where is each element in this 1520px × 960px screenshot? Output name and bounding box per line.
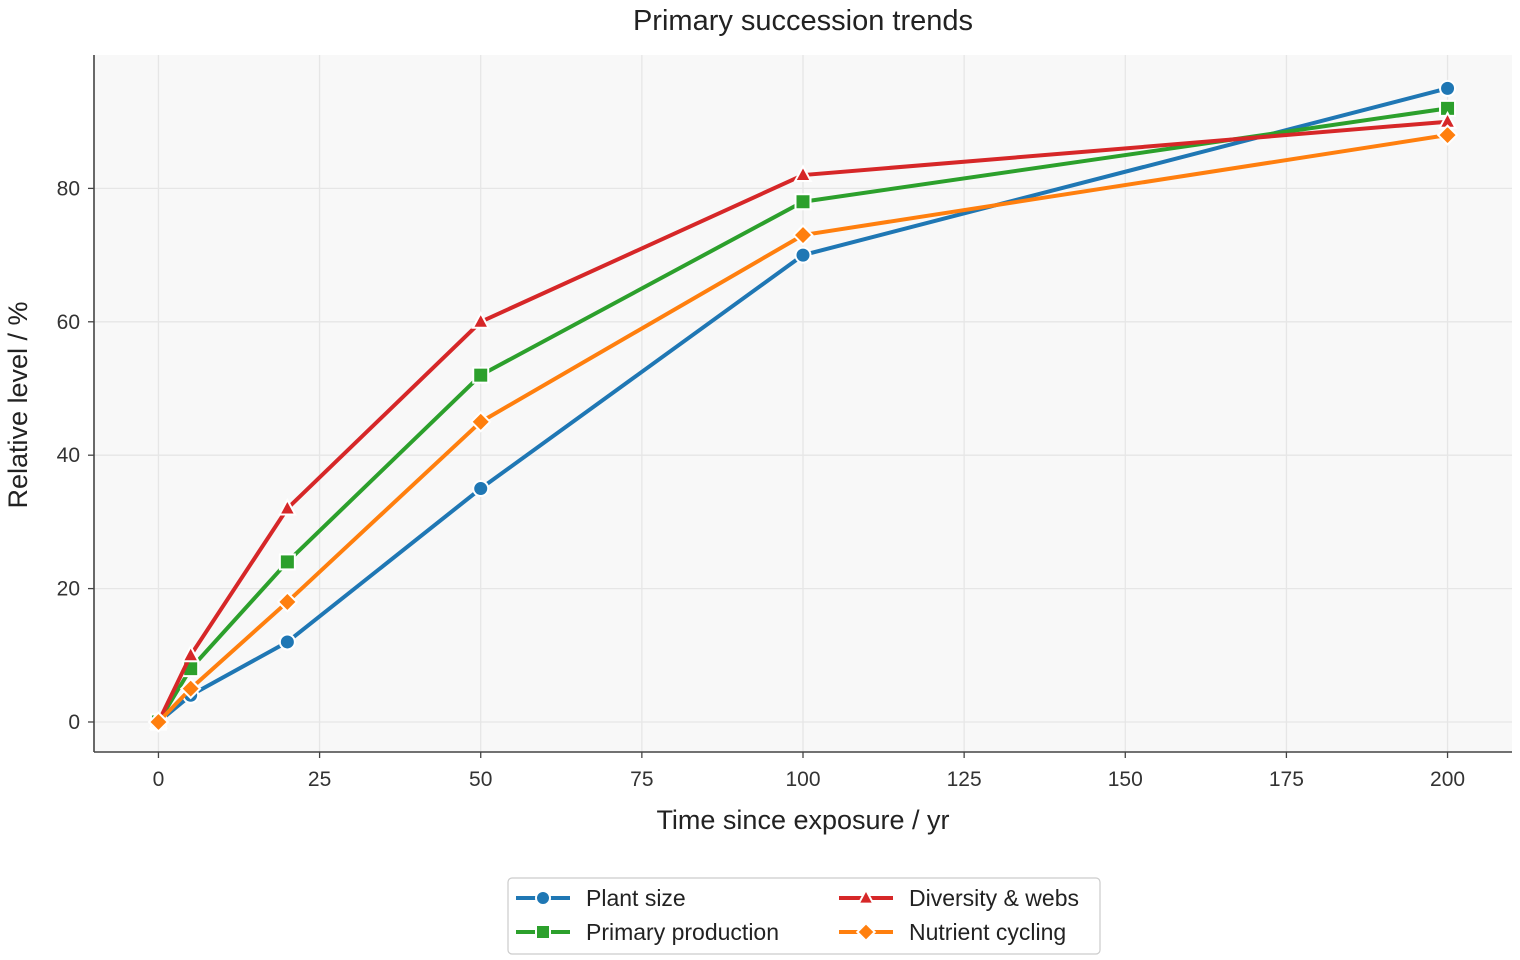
data-point <box>792 224 814 246</box>
y-tick-label: 60 <box>57 311 80 334</box>
x-tick-label: 50 <box>469 768 492 791</box>
legend-label: Diversity & webs <box>909 885 1079 911</box>
series-line <box>156 106 1450 724</box>
chart-title: Primary succession trends <box>633 5 973 37</box>
legend-box <box>507 877 1101 955</box>
data-point <box>1436 124 1459 146</box>
data-point <box>179 677 202 700</box>
x-tick-label: 75 <box>630 768 653 791</box>
legend: Plant size Primary production Diversity & … <box>507 877 1101 955</box>
x-tick-label: 0 <box>153 768 165 791</box>
data-point <box>147 711 170 733</box>
data-point <box>793 164 813 183</box>
y-tick-label: 20 <box>57 578 80 601</box>
data-point <box>472 366 490 384</box>
y-tick-label: 40 <box>57 444 80 467</box>
legend-item: Primary production <box>516 919 779 945</box>
x-tick-label: 175 <box>1269 768 1304 791</box>
legend-label: Nutrient cycling <box>909 919 1066 945</box>
data-point <box>278 633 296 651</box>
x-tick-label: 200 <box>1430 768 1465 791</box>
data-point <box>278 553 296 571</box>
legend-marker <box>855 921 877 943</box>
data-point <box>794 193 812 211</box>
legend-item: Plant size <box>516 885 686 911</box>
data-point <box>469 411 492 433</box>
legend-item: Nutrient cycling <box>839 919 1066 945</box>
data-point <box>181 644 201 663</box>
series-3 <box>147 124 1459 733</box>
legend-marker <box>535 890 551 906</box>
x-tick-label: 150 <box>1108 768 1143 791</box>
x-tick-label: 100 <box>785 768 820 791</box>
series-group <box>147 79 1459 733</box>
y-tick-label: 80 <box>57 177 80 200</box>
legend-marker <box>856 887 876 905</box>
y-tick-label: 0 <box>68 711 80 734</box>
series-line <box>156 119 1450 724</box>
data-point <box>471 311 491 329</box>
gridlines <box>94 55 1512 752</box>
y-axis-ticks: 0 20 40 60 80 <box>57 177 94 734</box>
y-axis-title: Relative level / % <box>3 301 33 508</box>
x-axis-ticks: 0 25 50 75 100 125 150 175 200 <box>153 752 1465 791</box>
legend-item: Diversity & webs <box>839 885 1079 911</box>
legend-marker <box>535 924 551 940</box>
x-tick-label: 125 <box>947 768 982 791</box>
legend-label: Primary production <box>586 919 779 945</box>
data-point <box>794 246 812 264</box>
data-point <box>277 497 297 516</box>
data-point <box>472 480 490 498</box>
series-line <box>156 133 1450 724</box>
legend-label: Plant size <box>586 885 686 911</box>
x-tick-label: 25 <box>308 768 331 791</box>
data-point <box>276 591 299 613</box>
series-1 <box>149 99 1457 731</box>
x-axis-title: Time since exposure / yr <box>656 805 949 835</box>
data-point <box>1439 79 1457 97</box>
